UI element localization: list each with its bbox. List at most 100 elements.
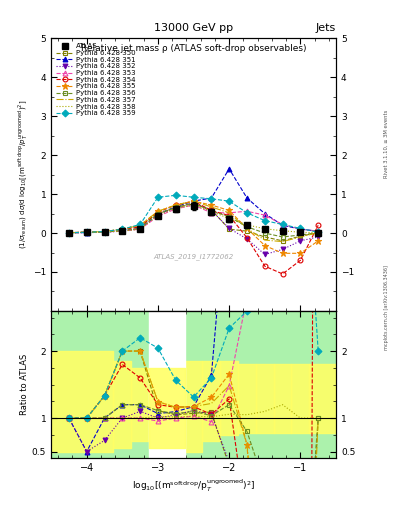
Pythia 6.428 355	[316, 238, 321, 244]
Pythia 6.428 358	[209, 208, 214, 215]
Line: Pythia 6.428 358: Pythia 6.428 358	[69, 205, 318, 232]
Pythia 6.428 359	[244, 210, 249, 216]
Pythia 6.428 357	[173, 202, 178, 208]
Pythia 6.428 352	[298, 238, 303, 244]
Pythia 6.428 357	[66, 229, 71, 236]
Pythia 6.428 351	[156, 211, 160, 218]
Pythia 6.428 359	[191, 194, 196, 200]
Pythia 6.428 353	[280, 221, 285, 227]
Pythia 6.428 352	[173, 205, 178, 211]
Pythia 6.428 356	[209, 208, 214, 214]
Pythia 6.428 351	[244, 195, 249, 201]
Pythia 6.428 359	[227, 198, 231, 204]
Pythia 6.428 355	[84, 229, 89, 236]
Pythia 6.428 359	[280, 221, 285, 227]
Pythia 6.428 357	[191, 198, 196, 204]
Pythia 6.428 359	[173, 192, 178, 198]
Pythia 6.428 355	[120, 226, 125, 232]
Pythia 6.428 356	[191, 200, 196, 206]
Pythia 6.428 356	[156, 210, 160, 217]
Line: Pythia 6.428 357: Pythia 6.428 357	[69, 201, 318, 242]
Pythia 6.428 351	[66, 229, 71, 236]
Pythia 6.428 352	[209, 207, 214, 214]
Pythia 6.428 350	[84, 229, 89, 236]
Pythia 6.428 355	[66, 229, 71, 236]
Text: Relative jet mass ρ (ATLAS soft-drop observables): Relative jet mass ρ (ATLAS soft-drop obs…	[81, 44, 306, 53]
Pythia 6.428 354	[209, 207, 214, 214]
Pythia 6.428 358	[298, 229, 303, 236]
Pythia 6.428 353	[138, 226, 143, 232]
Pythia 6.428 355	[280, 250, 285, 257]
Pythia 6.428 357	[120, 226, 125, 232]
Pythia 6.428 356	[138, 225, 143, 231]
Pythia 6.428 358	[102, 229, 107, 235]
Pythia 6.428 350	[298, 233, 303, 239]
Pythia 6.428 356	[84, 229, 89, 236]
Pythia 6.428 358	[84, 229, 89, 236]
Pythia 6.428 354	[120, 226, 125, 232]
Pythia 6.428 358	[173, 205, 178, 211]
Pythia 6.428 351	[120, 228, 125, 234]
Pythia 6.428 355	[298, 250, 303, 257]
Pythia 6.428 354	[66, 229, 71, 236]
Pythia 6.428 358	[191, 202, 196, 208]
Line: Pythia 6.428 353: Pythia 6.428 353	[66, 203, 321, 235]
Pythia 6.428 350	[263, 234, 267, 240]
Pythia 6.428 351	[173, 203, 178, 209]
Pythia 6.428 353	[244, 208, 249, 215]
Pythia 6.428 355	[263, 243, 267, 249]
Pythia 6.428 350	[156, 210, 160, 217]
Pythia 6.428 354	[156, 209, 160, 215]
Pythia 6.428 356	[227, 214, 231, 220]
Y-axis label: $(1/\sigma_{\rm resum})$ d$\sigma$/d log$_{10}$[(m$^{\rm soft\,drop}$/$p_T^{\rm : $(1/\sigma_{\rm resum})$ d$\sigma$/d log…	[17, 100, 30, 249]
Text: Rivet 3.1.10, ≥ 3M events: Rivet 3.1.10, ≥ 3M events	[384, 109, 389, 178]
Line: Pythia 6.428 356: Pythia 6.428 356	[66, 201, 321, 240]
Pythia 6.428 350	[209, 207, 214, 213]
Pythia 6.428 350	[244, 228, 249, 234]
Pythia 6.428 354	[244, 234, 249, 241]
Pythia 6.428 355	[191, 198, 196, 204]
Line: Pythia 6.428 350: Pythia 6.428 350	[66, 201, 321, 243]
Pythia 6.428 355	[156, 208, 160, 215]
Pythia 6.428 352	[227, 225, 231, 231]
Pythia 6.428 354	[191, 198, 196, 204]
Pythia 6.428 352	[84, 229, 89, 236]
Pythia 6.428 358	[66, 229, 71, 236]
Pythia 6.428 352	[138, 226, 143, 232]
Pythia 6.428 355	[173, 202, 178, 208]
Pythia 6.428 357	[138, 222, 143, 228]
Text: Jets: Jets	[316, 23, 336, 33]
Pythia 6.428 354	[138, 224, 143, 230]
Pythia 6.428 352	[156, 212, 160, 219]
Line: Pythia 6.428 352: Pythia 6.428 352	[66, 200, 321, 257]
Pythia 6.428 353	[84, 229, 89, 236]
Pythia 6.428 353	[263, 212, 267, 218]
Pythia 6.428 357	[84, 229, 89, 236]
Pythia 6.428 353	[66, 229, 71, 236]
Pythia 6.428 359	[316, 229, 321, 236]
Pythia 6.428 353	[173, 206, 178, 212]
Pythia 6.428 350	[280, 238, 285, 244]
Pythia 6.428 358	[263, 226, 267, 232]
Pythia 6.428 354	[227, 212, 231, 219]
Line: Pythia 6.428 359: Pythia 6.428 359	[66, 193, 321, 235]
Pythia 6.428 356	[298, 232, 303, 238]
Pythia 6.428 355	[102, 228, 107, 234]
Pythia 6.428 352	[263, 251, 267, 258]
Pythia 6.428 351	[191, 198, 196, 204]
Pythia 6.428 357	[102, 228, 107, 234]
Pythia 6.428 353	[316, 228, 321, 234]
Pythia 6.428 354	[263, 263, 267, 269]
Pythia 6.428 351	[102, 229, 107, 235]
Pythia 6.428 352	[244, 236, 249, 242]
Pythia 6.428 359	[120, 226, 125, 232]
Pythia 6.428 351	[280, 222, 285, 228]
Pythia 6.428 350	[66, 229, 71, 236]
Pythia 6.428 356	[244, 224, 249, 230]
Pythia 6.428 356	[316, 229, 321, 236]
Text: mcplots.cern.ch [arXiv:1306.3436]: mcplots.cern.ch [arXiv:1306.3436]	[384, 265, 389, 350]
Pythia 6.428 359	[84, 229, 89, 236]
Pythia 6.428 358	[244, 222, 249, 228]
Legend: ATLAS, Pythia 6.428 350, Pythia 6.428 351, Pythia 6.428 352, Pythia 6.428 353, P: ATLAS, Pythia 6.428 350, Pythia 6.428 35…	[55, 42, 137, 118]
Y-axis label: Ratio to ATLAS: Ratio to ATLAS	[20, 354, 29, 415]
